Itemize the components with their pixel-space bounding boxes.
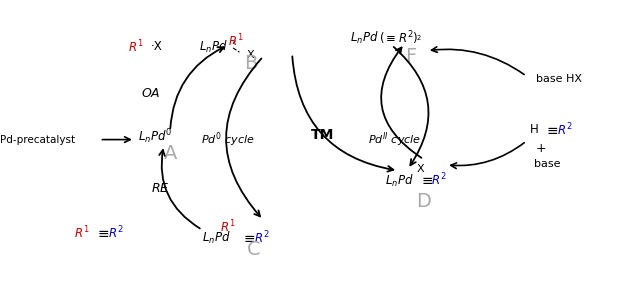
Text: ·X: ·X	[151, 40, 162, 53]
Text: F: F	[405, 47, 417, 66]
Text: H: H	[530, 123, 539, 136]
Text: $Pd^0$ cycle: $Pd^0$ cycle	[201, 130, 255, 149]
Text: $\equiv$: $\equiv$	[419, 173, 433, 188]
Text: $L_nPd$: $L_nPd$	[199, 38, 228, 55]
Text: base HX: base HX	[536, 74, 582, 84]
Text: B: B	[244, 54, 257, 73]
Text: $R^2$: $R^2$	[254, 230, 269, 246]
Text: $L_nPd^0$: $L_nPd^0$	[138, 127, 172, 146]
Text: +: +	[536, 142, 546, 155]
Text: $R^2$: $R^2$	[431, 172, 447, 189]
Text: $R^1$: $R^1$	[228, 33, 243, 49]
Text: $\equiv$: $\equiv$	[544, 123, 559, 137]
Text: D: D	[416, 192, 431, 211]
Text: $R^1$: $R^1$	[128, 38, 144, 55]
Text: $L_nPd$: $L_nPd$	[385, 172, 414, 189]
Text: $R^2$: $R^2$	[108, 224, 123, 241]
Text: $OA$: $OA$	[141, 87, 160, 100]
Text: TM: TM	[311, 128, 334, 142]
Text: $L_nPd$: $L_nPd$	[202, 230, 231, 246]
Text: Pd-precatalyst: Pd-precatalyst	[0, 135, 75, 145]
Text: base: base	[534, 158, 560, 169]
Text: $R^1$: $R^1$	[220, 219, 236, 235]
Text: $RE$: $RE$	[151, 182, 169, 195]
Text: ($\equiv R^2$): ($\equiv R^2$)	[379, 29, 418, 47]
Text: $\equiv$: $\equiv$	[95, 226, 110, 240]
Text: X: X	[417, 164, 424, 174]
Text: $R^1$: $R^1$	[74, 224, 89, 241]
Text: X: X	[247, 50, 255, 60]
Text: $R^2$: $R^2$	[557, 122, 573, 138]
Text: C: C	[247, 240, 261, 259]
Text: $Pd^{II}$ cycle: $Pd^{II}$ cycle	[369, 130, 421, 149]
Text: $\equiv$: $\equiv$	[241, 231, 256, 245]
Text: A: A	[164, 144, 177, 163]
Text: $_2$: $_2$	[416, 33, 422, 43]
Text: $L_nPd$: $L_nPd$	[350, 30, 379, 46]
